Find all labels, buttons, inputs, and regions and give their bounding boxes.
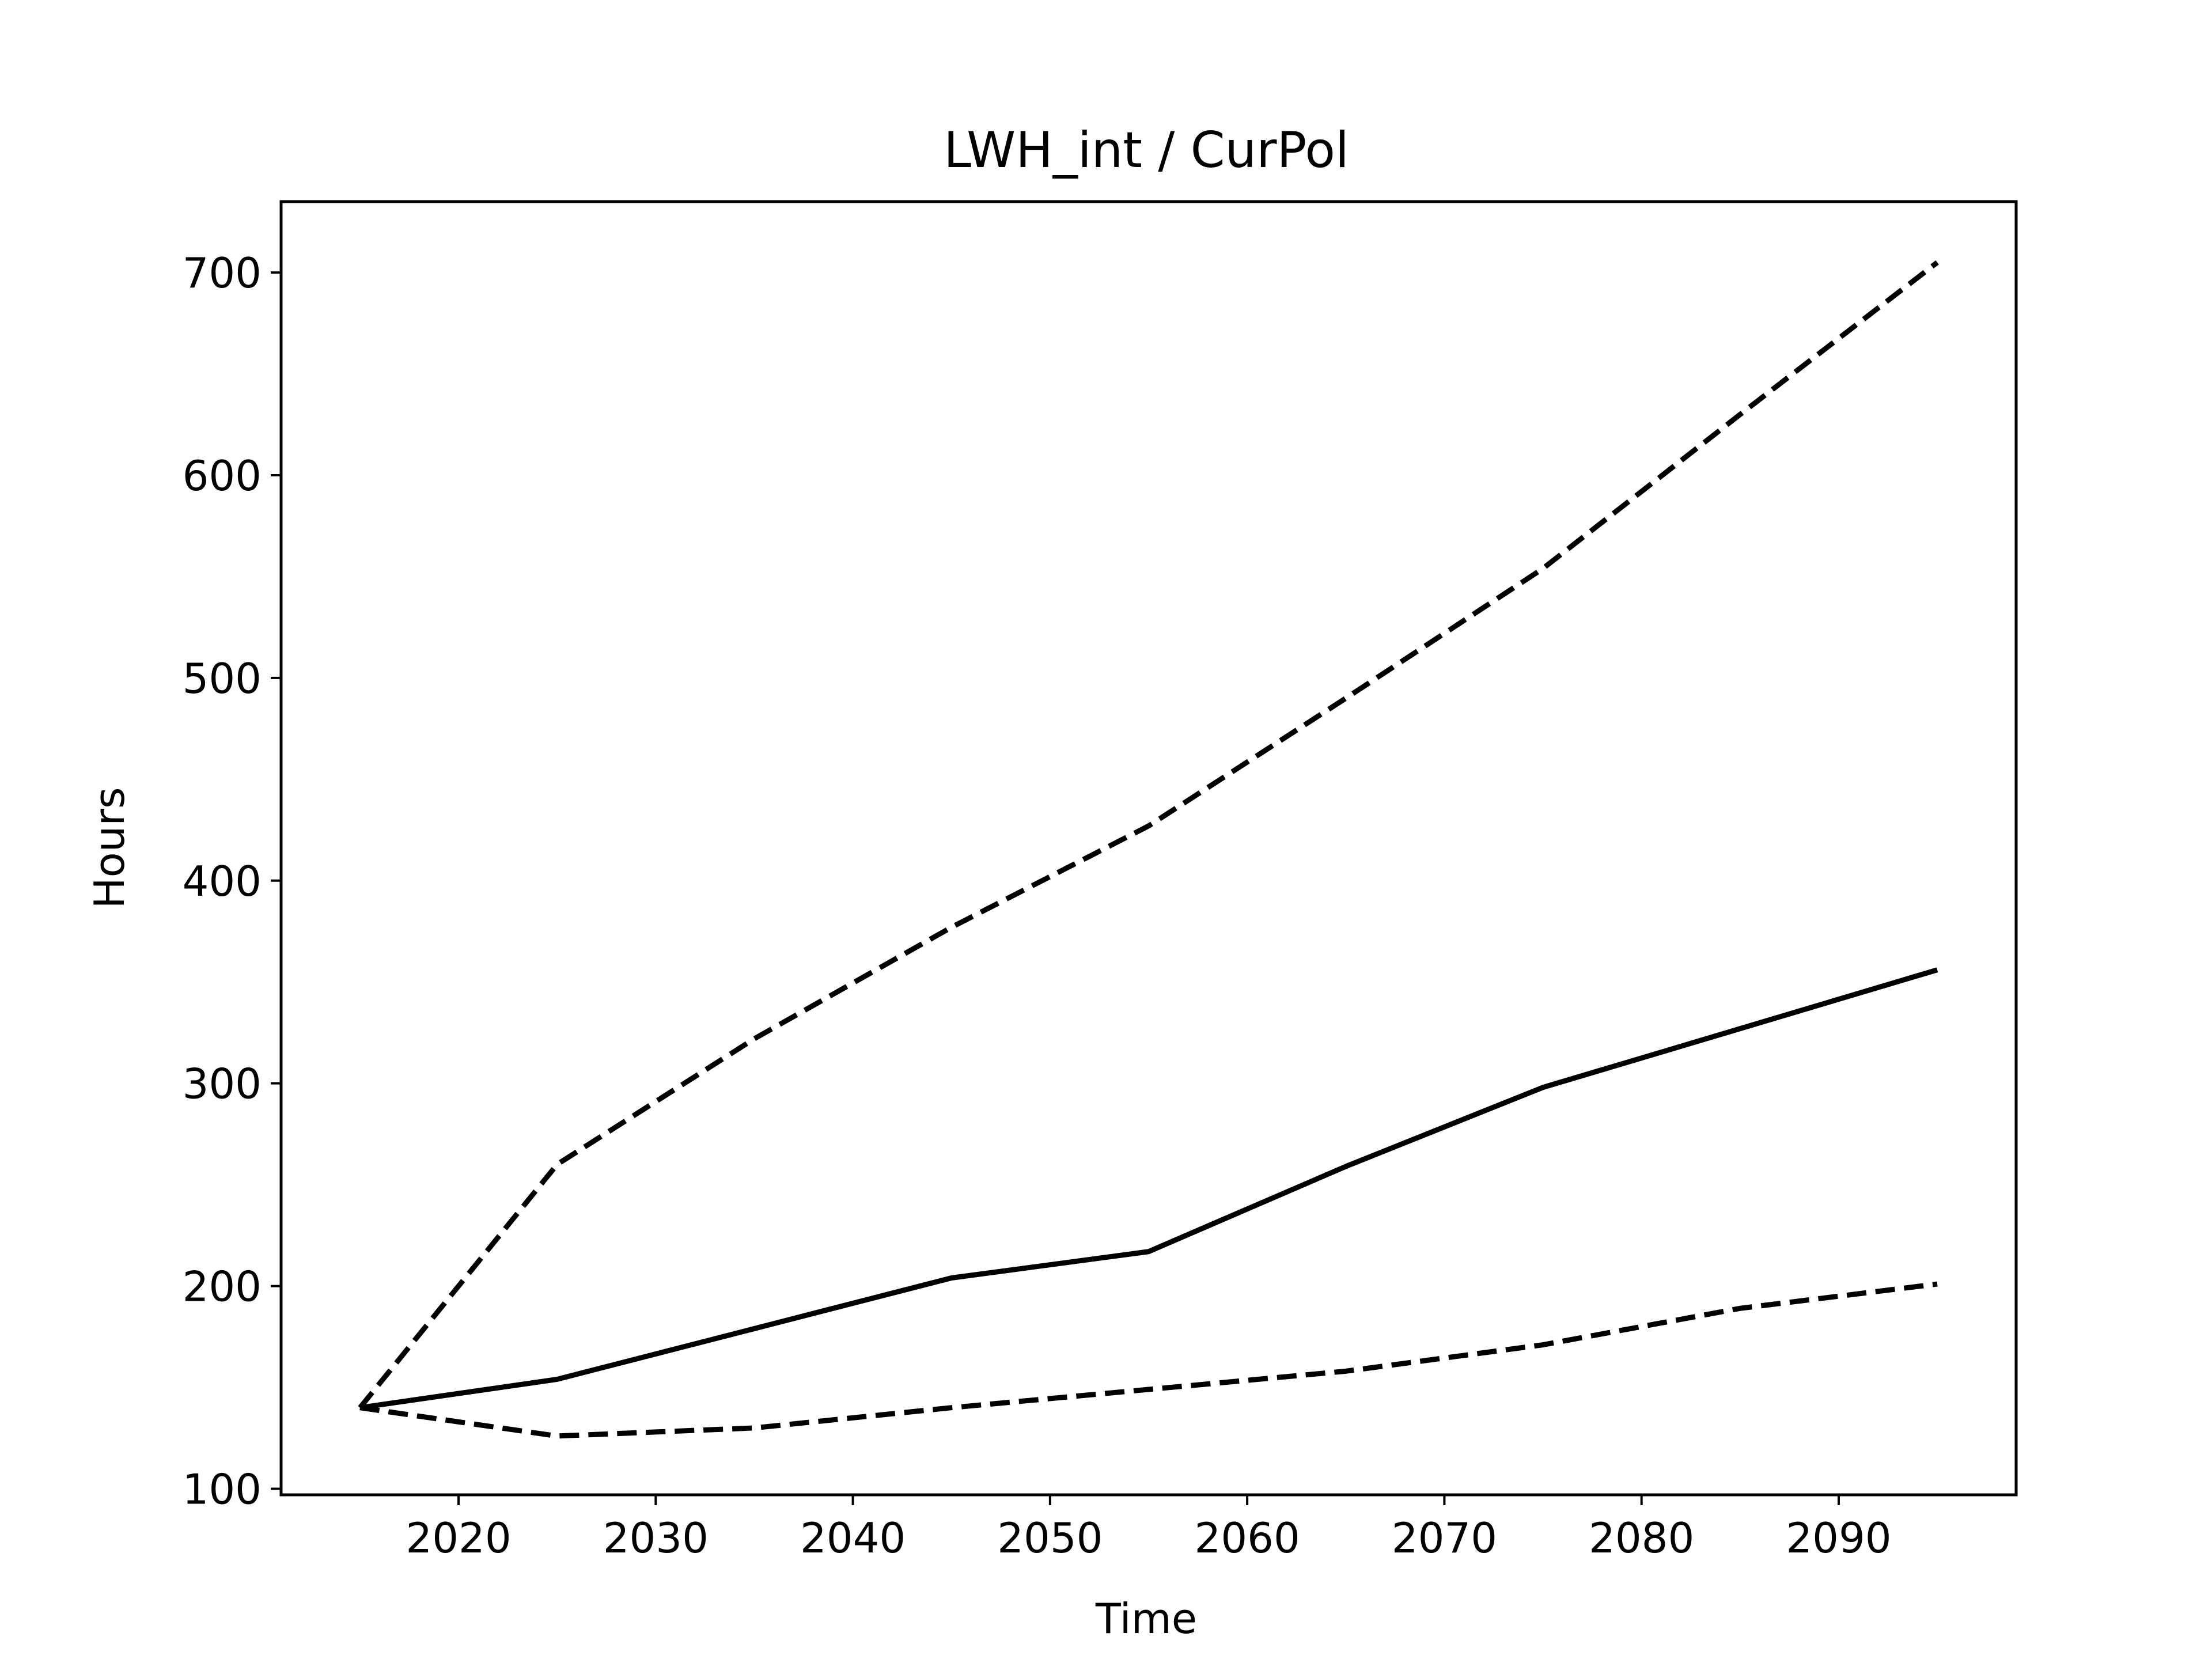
x-axis-ticks: 2020 2030 2040 2050 2060 2070 2080 2090 (406, 1495, 1892, 1562)
plot-area-frame (279, 200, 2018, 1497)
x-axis-label: Time (1095, 1594, 1197, 1643)
x-tick-label: 2030 (603, 1514, 709, 1562)
series-line-3 (359, 1281, 1938, 1439)
x-tick-label: 2050 (997, 1514, 1103, 1562)
y-tick-label: 200 (183, 1263, 262, 1311)
x-tick-label: 2060 (1195, 1514, 1300, 1562)
y-tick-label: 700 (183, 249, 262, 297)
y-axis-label: Hours (85, 787, 134, 909)
y-tick-label: 300 (183, 1060, 262, 1108)
x-tick-label: 2080 (1589, 1514, 1694, 1562)
x-tick-label: 2090 (1786, 1514, 1891, 1562)
series-group (358, 260, 1939, 1439)
x-tick-label: 2070 (1392, 1514, 1497, 1562)
series-line-2 (358, 260, 1939, 1410)
chart-title: LWH_int / CurPol (944, 122, 1349, 179)
x-tick-label: 2020 (406, 1514, 511, 1562)
x-tick-label: 2040 (800, 1514, 906, 1562)
y-tick-label: 400 (183, 857, 262, 906)
y-tick-label: 100 (183, 1465, 262, 1513)
y-tick-label: 500 (183, 654, 262, 703)
series-line-1 (359, 967, 1938, 1411)
y-tick-label: 600 (183, 452, 262, 500)
y-axis-ticks: 100 200 300 400 500 600 700 (183, 249, 281, 1513)
